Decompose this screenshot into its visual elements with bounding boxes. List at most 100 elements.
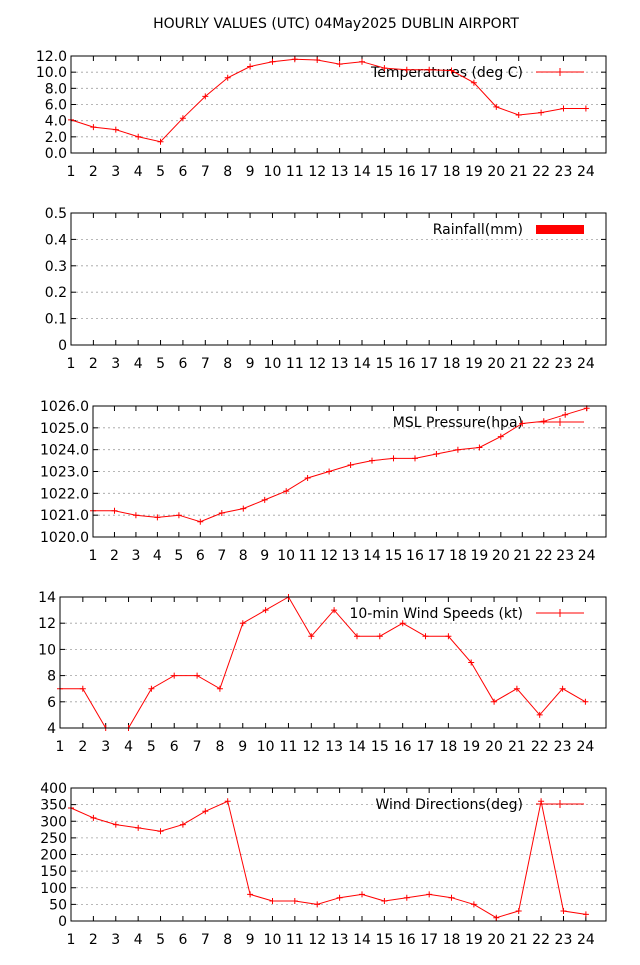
data-point — [359, 891, 365, 898]
data-point — [224, 798, 231, 805]
y-tick-label: 6.0 — [45, 98, 67, 114]
x-tick-label: 10 — [264, 932, 282, 948]
x-tick-label: 9 — [246, 932, 255, 948]
legend-point — [556, 800, 564, 808]
x-tick-label: 24 — [577, 356, 595, 372]
data-point — [157, 138, 164, 145]
y-tick-label: 0.4 — [45, 232, 67, 248]
x-tick-label: 3 — [111, 932, 120, 948]
y-tick-label: 1026.0 — [40, 399, 89, 415]
chart-rainfall: 00.10.20.30.40.51 2 3 4 5 6 7 8 9 10 11 12 13 14 15 16 1… — [45, 206, 607, 372]
x-tick-label: 16 — [406, 548, 424, 564]
y-tick-label: 1022.0 — [40, 486, 89, 502]
x-tick-label: 14 — [353, 356, 371, 372]
x-tick-label: 21 — [510, 932, 528, 948]
x-tick-label: 20 — [492, 548, 510, 564]
x-tick-label: 8 — [223, 164, 232, 180]
x-tick-label: 14 — [363, 548, 381, 564]
data-point — [445, 633, 452, 640]
data-point — [422, 633, 429, 640]
x-tick-label: 7 — [201, 356, 210, 372]
data-point — [132, 512, 139, 519]
data-point — [562, 411, 569, 418]
y-tick-label: 0.3 — [45, 259, 67, 275]
x-tick-label: 23 — [556, 548, 574, 564]
x-tick-label: 10 — [264, 356, 282, 372]
x-tick-label: 22 — [535, 548, 553, 564]
x-tick-label: 4 — [134, 356, 143, 372]
plot-frame — [70, 212, 607, 346]
x-tick-label: 20 — [487, 356, 505, 372]
x-tick-label: 12 — [320, 548, 338, 564]
x-tick-label: 18 — [449, 548, 467, 564]
data-point — [538, 798, 545, 805]
x-tick-label: 2 — [78, 739, 87, 755]
chart-pressure: 1020.01021.01022.01023.01024.01025.01026… — [40, 399, 607, 564]
data-point — [135, 824, 142, 831]
x-tick-label: 24 — [577, 164, 595, 180]
data-point — [224, 74, 231, 81]
x-tick-label: 22 — [531, 739, 549, 755]
x-tick-label: 22 — [532, 932, 550, 948]
data-point — [493, 914, 500, 921]
data-point — [354, 633, 360, 640]
data-point — [216, 685, 223, 692]
y-tick-label: 10.0 — [36, 65, 67, 81]
data-point — [247, 891, 254, 898]
legend-point — [556, 418, 564, 426]
x-tick-label: 10 — [277, 548, 295, 564]
data-point — [239, 620, 246, 627]
data-point — [376, 633, 383, 640]
data-point — [148, 685, 155, 692]
x-tick-label: 1 — [67, 164, 76, 180]
data-point — [493, 103, 500, 110]
x-tick-label: 19 — [465, 932, 483, 948]
data-point — [369, 457, 375, 464]
legend-label: Temperatures (deg C) — [370, 65, 523, 81]
data-point — [157, 828, 164, 835]
y-tick-label: 0.1 — [45, 312, 67, 328]
x-tick-label: 4 — [134, 164, 143, 180]
data-point — [261, 496, 268, 503]
data-point — [171, 672, 178, 679]
x-tick-label: 5 — [174, 548, 183, 564]
x-tick-label: 1 — [89, 548, 98, 564]
y-tick-label: 50 — [49, 897, 67, 913]
plot-frame — [70, 55, 607, 154]
x-tick-label: 24 — [577, 739, 595, 755]
x-tick-label: 6 — [196, 548, 205, 564]
data-point — [538, 109, 545, 116]
y-tick-label: 12.0 — [36, 49, 67, 65]
x-tick-label: 4 — [134, 932, 143, 948]
x-tick-label: 5 — [147, 739, 156, 755]
x-tick-label: 16 — [398, 932, 416, 948]
x-tick-label: 21 — [510, 164, 528, 180]
x-tick-label: 24 — [578, 548, 596, 564]
x-tick-label: 9 — [246, 356, 255, 372]
x-tick-label: 8 — [215, 739, 224, 755]
data-point — [381, 65, 388, 72]
y-tick-label: 250 — [40, 831, 67, 847]
x-tick-label: 5 — [156, 164, 165, 180]
data-point — [197, 518, 204, 525]
data-point — [359, 58, 365, 65]
y-tick-label: 100 — [40, 881, 67, 897]
data-point — [454, 446, 461, 453]
y-tick-label: 300 — [40, 814, 67, 830]
x-tick-label: 23 — [555, 356, 573, 372]
x-tick-label: 14 — [348, 739, 366, 755]
x-tick-label: 4 — [153, 548, 162, 564]
plot-frame — [70, 787, 607, 922]
x-tick-label: 17 — [420, 356, 438, 372]
y-tick-label: 1024.0 — [40, 443, 89, 459]
data-point — [135, 133, 142, 140]
data-point — [513, 685, 520, 692]
data-point — [314, 57, 321, 63]
data-point — [536, 711, 543, 718]
data-point — [336, 61, 343, 68]
data-point — [269, 898, 276, 904]
x-tick-label: 2 — [89, 932, 98, 948]
x-tick-label: 19 — [470, 548, 488, 564]
